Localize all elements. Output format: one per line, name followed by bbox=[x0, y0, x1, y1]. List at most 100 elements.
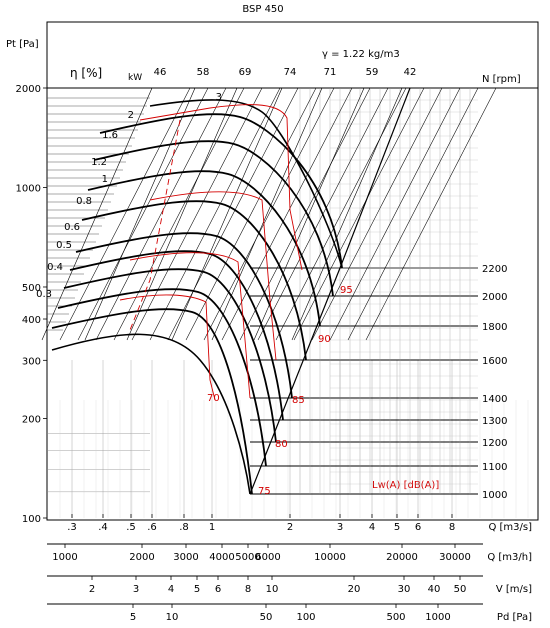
axis-tick-label: 5 bbox=[394, 522, 400, 533]
noise-label: 75 bbox=[258, 486, 271, 497]
y-tick-label: 1000 bbox=[16, 183, 41, 194]
system-diagonal bbox=[365, 87, 497, 341]
system-diagonal bbox=[329, 87, 461, 341]
fan-curve bbox=[57, 288, 267, 467]
rpm-label: 1000 bbox=[482, 490, 507, 501]
axis-tick-label: 1 bbox=[209, 522, 215, 533]
efficiency-diagonal bbox=[171, 87, 283, 341]
noise-label: 70 bbox=[207, 393, 220, 404]
system-diagonal bbox=[221, 87, 353, 341]
axis-tick-label: 20 bbox=[348, 584, 361, 595]
system-diagonal bbox=[239, 87, 371, 341]
axis-tick-label: 2 bbox=[287, 522, 293, 533]
axis-tick-label: 30 bbox=[398, 584, 411, 595]
axis-tick-label: 1000 bbox=[425, 612, 450, 623]
axis-tick-label: .3 bbox=[67, 522, 77, 533]
axis-tick-label: 5 bbox=[130, 612, 136, 623]
noise-curve bbox=[149, 191, 277, 361]
y-tick-label: 100 bbox=[22, 514, 41, 525]
axis-tick-label: 30000 bbox=[439, 552, 471, 563]
efficiency-top-label: 58 bbox=[197, 67, 210, 78]
system-diagonal bbox=[59, 87, 191, 341]
rpm-label: 1200 bbox=[482, 438, 507, 449]
rpm-label: 1600 bbox=[482, 356, 507, 367]
axis-tick-label: 10000 bbox=[314, 552, 346, 563]
noise-curve bbox=[129, 252, 251, 399]
noise-label: 85 bbox=[292, 395, 305, 406]
efficiency-top-label: 46 bbox=[154, 67, 167, 78]
axis-tick-label: 10 bbox=[166, 612, 179, 623]
rpm-label: 1800 bbox=[482, 322, 507, 333]
power-label: 0.5 bbox=[56, 240, 72, 251]
axis-label: V [m/s] bbox=[496, 584, 532, 595]
axis-tick-label: 8 bbox=[449, 522, 455, 533]
power-label: 1.6 bbox=[102, 130, 118, 141]
fan-curve bbox=[51, 308, 253, 495]
fan-curve-max bbox=[149, 99, 343, 269]
system-diagonal bbox=[95, 87, 227, 341]
y-tick-label: 200 bbox=[22, 415, 41, 426]
axis-tick-label: .8 bbox=[179, 522, 189, 533]
system-diagonal bbox=[131, 87, 263, 341]
y-tick-label: 400 bbox=[22, 315, 41, 326]
fan-curve bbox=[69, 250, 284, 421]
rpm-label: 2200 bbox=[482, 264, 507, 275]
axis-tick-label: 100 bbox=[296, 612, 315, 623]
efficiency-diagonal bbox=[41, 87, 153, 341]
axis-tick-label: 500 bbox=[386, 612, 405, 623]
noise-curve bbox=[139, 104, 303, 271]
axis-tick-label: 5000 bbox=[235, 552, 260, 563]
axis-tick-label: 6 bbox=[215, 584, 221, 595]
power-label: 0.3 bbox=[36, 289, 52, 300]
axis-label: Q [m3/h] bbox=[487, 552, 532, 563]
fan-curve bbox=[93, 140, 334, 297]
system-diagonal bbox=[149, 87, 281, 341]
efficiency-top-label: 42 bbox=[404, 67, 417, 78]
axis-tick-label: 3000 bbox=[173, 552, 198, 563]
axis-label: Pd [Pa] bbox=[497, 612, 532, 623]
axis-label: Q [m3/s] bbox=[488, 522, 532, 533]
power-label: 3 bbox=[216, 92, 222, 103]
axis-tick-label: 6 bbox=[415, 522, 421, 533]
fan-curve bbox=[99, 113, 343, 269]
axis-tick-label: .5 bbox=[126, 522, 136, 533]
y-tick-label: 500 bbox=[22, 283, 41, 294]
efficiency-top-label: 59 bbox=[366, 67, 379, 78]
system-diagonal bbox=[293, 87, 425, 341]
system-diagonal bbox=[185, 87, 317, 341]
power-label: 0.8 bbox=[76, 196, 92, 207]
fan-curve bbox=[87, 170, 321, 327]
efficiency-label: η [%] bbox=[70, 66, 102, 80]
rpm-axis-label: N [rpm] bbox=[482, 74, 521, 85]
axis-tick-label: 2000 bbox=[129, 552, 154, 563]
rpm-label: 1400 bbox=[482, 394, 507, 405]
axis-tick-label: 20000 bbox=[386, 552, 418, 563]
axis-tick-label: 4 bbox=[369, 522, 375, 533]
axis-tick-label: 1000 bbox=[52, 552, 77, 563]
axis-tick-label: 3 bbox=[133, 584, 139, 595]
noise-curve-dashed bbox=[129, 119, 181, 331]
y-tick-label: 2000 bbox=[16, 84, 41, 95]
system-diagonal bbox=[203, 87, 335, 341]
boundary-diagonal bbox=[339, 87, 411, 269]
power-label: 0.4 bbox=[47, 262, 63, 273]
power-label: 2 bbox=[128, 110, 134, 121]
axis-tick-label: 4000 bbox=[209, 552, 234, 563]
chart-title: BSP 450 bbox=[242, 4, 283, 15]
power-label: 0.6 bbox=[64, 222, 80, 233]
plot-frame bbox=[46, 21, 539, 521]
system-diagonal bbox=[167, 87, 299, 341]
efficiency-diagonal bbox=[211, 87, 323, 341]
efficiency-diagonal bbox=[253, 87, 365, 341]
rpm-label: 1300 bbox=[482, 416, 507, 427]
axis-tick-label: 50 bbox=[260, 612, 273, 623]
efficiency-top-label: 74 bbox=[284, 67, 297, 78]
kw-label: kW bbox=[128, 73, 142, 83]
fan-curve bbox=[81, 200, 307, 361]
power-label: 1 bbox=[102, 174, 108, 185]
axis-tick-label: 40 bbox=[428, 584, 441, 595]
axis-tick-label: .4 bbox=[98, 522, 108, 533]
axis-tick-label: 2 bbox=[89, 584, 95, 595]
